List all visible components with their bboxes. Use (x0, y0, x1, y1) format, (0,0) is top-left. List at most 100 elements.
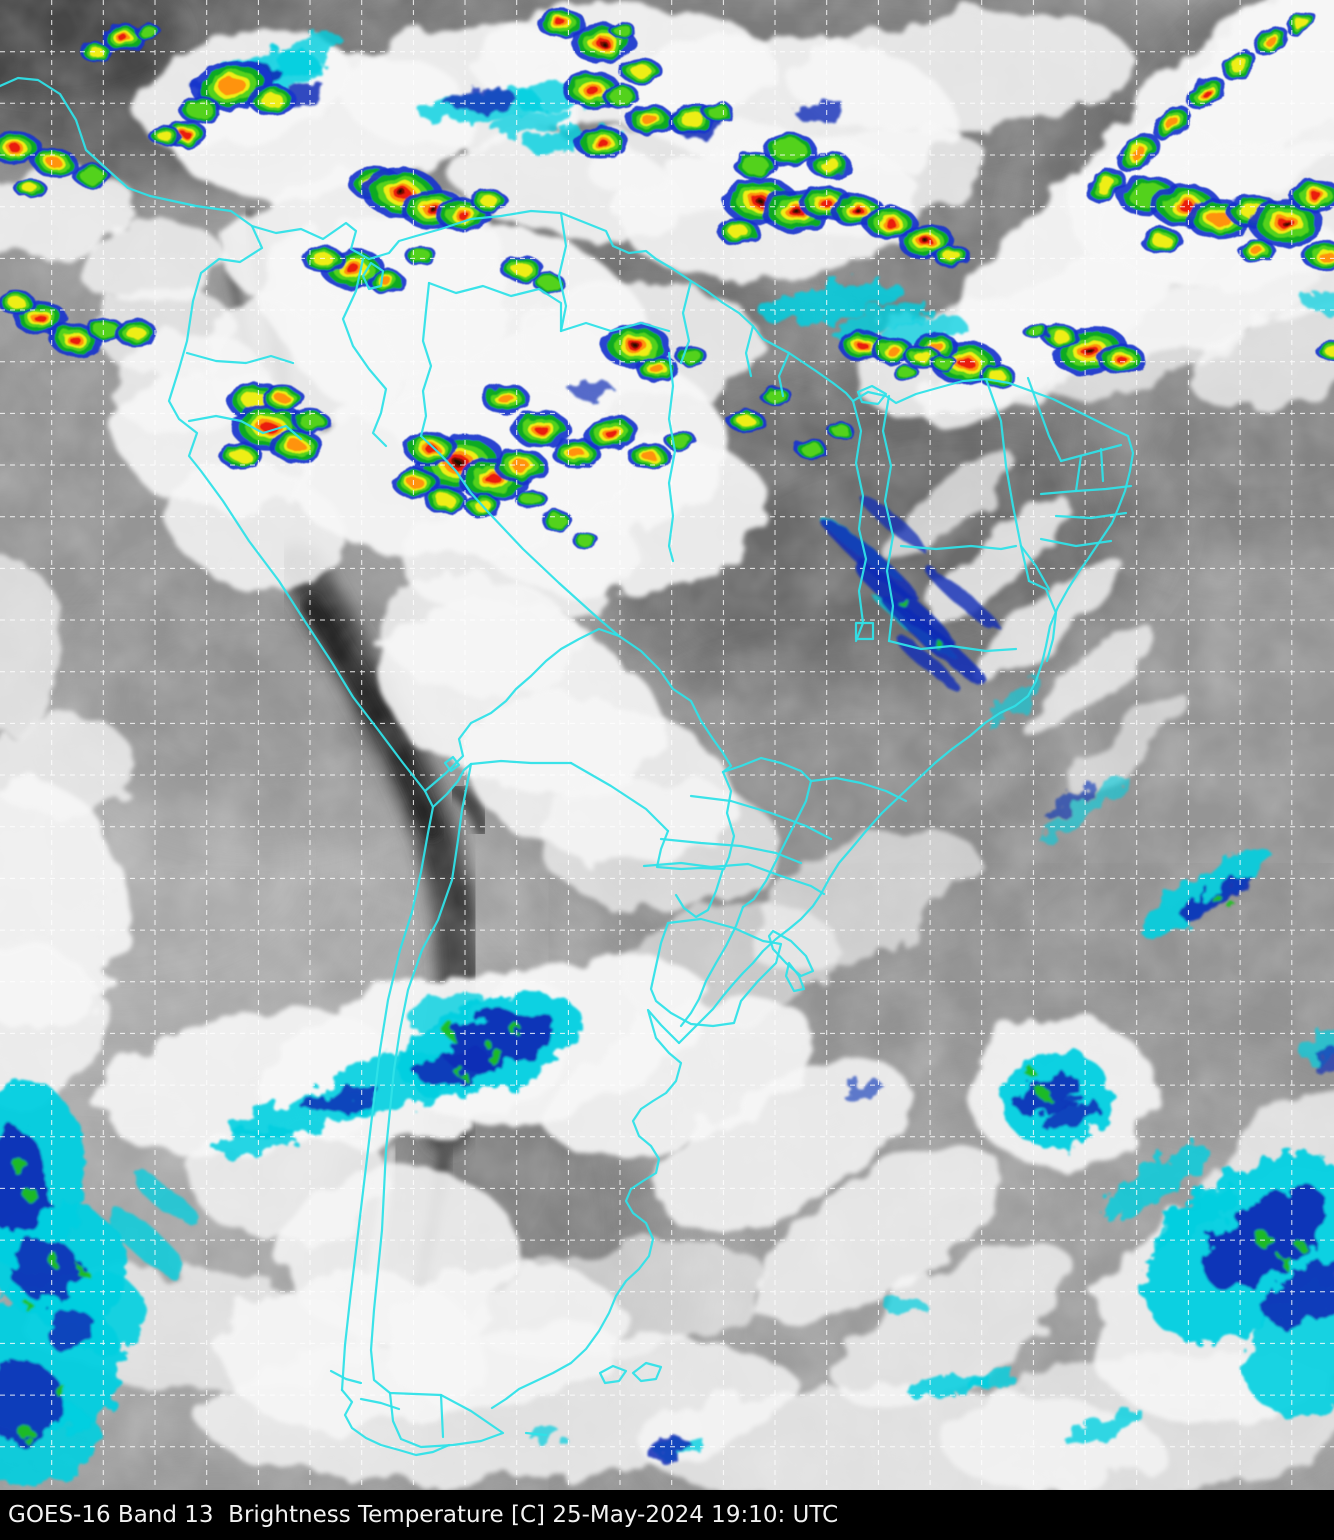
convective-cell (424, 487, 468, 515)
convective-cell (134, 23, 162, 41)
convective-cell (73, 164, 111, 188)
white-cloud (752, 1145, 998, 1325)
white-cloud (790, 10, 1130, 130)
border-para-state (851, 399, 868, 643)
convective-cell (511, 410, 571, 448)
convective-cell (114, 319, 158, 347)
cold-cloud-green-speck (25, 1189, 39, 1203)
cell-ring (261, 92, 283, 108)
border-ecuador-peru (187, 414, 303, 441)
convective-cell (930, 354, 958, 372)
convective-cell (1238, 239, 1276, 263)
cell-ring (793, 209, 799, 213)
cold-cloud-green-speck (1211, 893, 1221, 903)
border-paraguay-river (721, 770, 736, 871)
white-cloud (748, 828, 972, 972)
cold-cloud-blue (0, 1130, 47, 1234)
white-cloud (540, 780, 780, 910)
cold-cloud-cyan (883, 1298, 927, 1314)
cold-cloud-green-speck (1036, 1086, 1048, 1098)
cell-ring (988, 370, 1006, 382)
border-colombia-brazil (419, 281, 433, 438)
border-sp-ms-border (809, 776, 908, 803)
cell-ring (568, 447, 584, 459)
convective-cell (532, 272, 566, 294)
cold-cloud-green-speck (900, 599, 910, 609)
convective-cell (892, 364, 920, 382)
convective-cell (914, 332, 958, 360)
convective-cell (1254, 26, 1288, 56)
convective-cell (871, 337, 915, 365)
convective-cell (494, 449, 548, 483)
convective-cell (1153, 105, 1191, 141)
cold-cloud-green-speck (1297, 1241, 1307, 1251)
cell-ring (521, 492, 541, 506)
cell-ring (856, 209, 860, 213)
border-guyana-suriname (679, 279, 693, 365)
cell-ring (681, 349, 701, 363)
caption-bar: GOES-16 Band 13 Brightness Temperature [… (0, 1490, 1334, 1540)
cell-ring (1131, 146, 1145, 160)
convective-cell (404, 432, 458, 466)
cold-cloud-green-speck (1254, 1230, 1270, 1246)
border-rs-sc-border (642, 861, 826, 896)
convective-cell (1286, 10, 1316, 36)
cell-ring (801, 442, 821, 456)
convective-cell (608, 21, 636, 39)
cold-cloud-cyan (908, 1372, 992, 1400)
cold-cloud-cyan (966, 1369, 1018, 1391)
convective-cell (219, 442, 263, 470)
cell-ring (430, 207, 436, 211)
convective-cell (899, 223, 953, 259)
convective-cell (13, 177, 47, 199)
white-cloud (658, 1059, 912, 1231)
border-falkland-west (598, 1364, 628, 1385)
cell-ring (22, 183, 38, 193)
border-falkland-east (631, 1361, 663, 1383)
white-cloud (75, 221, 225, 303)
border-amazonas-state (667, 351, 677, 563)
cell-ring (299, 413, 323, 429)
cell-ring (9, 144, 21, 152)
convective-cell (716, 217, 760, 245)
cold-cloud-green-speck (18, 1425, 32, 1439)
border-guyana-venezuela (557, 211, 568, 333)
cell-ring (1250, 247, 1264, 255)
convective-cell (436, 198, 490, 232)
border-tocantins-box (854, 621, 875, 641)
border-fguiana-brazil (777, 351, 791, 398)
cell-ring (34, 314, 46, 322)
cell-ring (345, 264, 361, 274)
cold-cloud-cyan (213, 1127, 297, 1157)
white-cloud (1188, 301, 1334, 409)
cold-cloud-green-speck (484, 1045, 500, 1061)
cell-ring (139, 26, 157, 38)
cell-ring (88, 47, 104, 57)
convective-cell (635, 355, 679, 383)
border-magellan-2 (329, 1369, 363, 1385)
convective-cell (551, 437, 601, 469)
cold-cloud-blue (859, 494, 925, 550)
border-central-border-2 (899, 544, 1018, 551)
cold-cloud-green-speck (75, 1265, 85, 1275)
border-ceara-west (1026, 376, 1063, 463)
border-lagoa-dos-patos (767, 929, 815, 978)
cell-ring (1165, 117, 1179, 129)
cell-ring (1051, 330, 1069, 342)
border-maranhao-piaui (984, 377, 1031, 583)
cell-ring (924, 239, 928, 243)
convective-cell (101, 24, 145, 52)
convective-cell (667, 103, 717, 135)
cell-ring (287, 440, 305, 452)
border-pacific-coast (148, 194, 435, 1392)
convective-cell (1116, 133, 1160, 173)
cell-ring (1027, 325, 1045, 337)
cell-ring (181, 130, 191, 138)
cell-ring (728, 224, 748, 238)
cell-ring (766, 389, 786, 403)
cell-ring (399, 191, 405, 195)
convective-cell (794, 438, 828, 460)
convective-cell (540, 510, 574, 532)
convective-cell (0, 131, 42, 165)
cell-ring (600, 41, 606, 45)
